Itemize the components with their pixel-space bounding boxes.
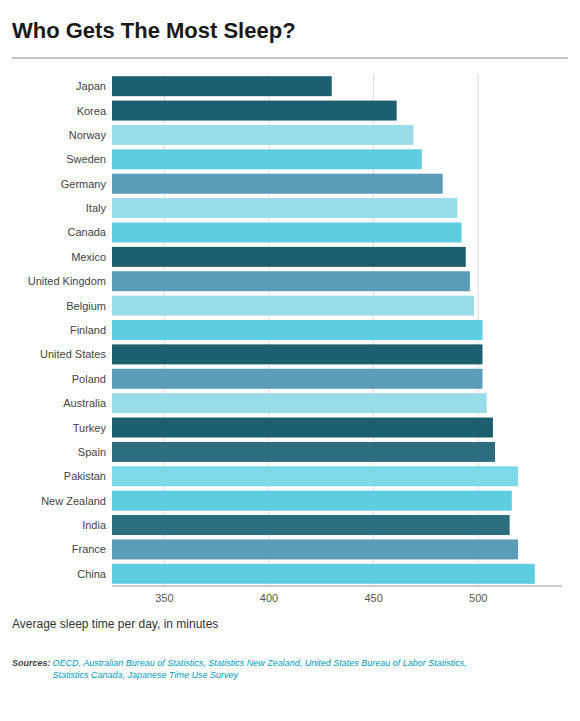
x-tick-label: 500 bbox=[469, 592, 487, 604]
title: Who Gets The Most Sleep? bbox=[12, 18, 296, 43]
y-tick-labels: China France India New Zealand Pakistan Spain… bbox=[28, 80, 107, 580]
bar bbox=[112, 320, 482, 340]
bar bbox=[112, 369, 482, 389]
category-label: United States bbox=[40, 348, 107, 360]
bar bbox=[112, 174, 443, 194]
bar bbox=[112, 515, 510, 535]
bar bbox=[112, 247, 466, 267]
bar bbox=[112, 418, 493, 438]
bar bbox=[112, 564, 535, 584]
category-label: Belgium bbox=[66, 300, 106, 312]
bar bbox=[112, 539, 518, 559]
category-label: Mexico bbox=[71, 251, 106, 263]
bar bbox=[112, 466, 518, 486]
category-label: Turkey bbox=[73, 422, 107, 434]
sources-line: OECD, Australian Bureau of Statistics, S… bbox=[53, 658, 467, 668]
category-label: Finland bbox=[70, 324, 106, 336]
bar bbox=[112, 101, 397, 121]
category-label: Italy bbox=[86, 202, 107, 214]
category-label: United Kingdom bbox=[28, 275, 106, 287]
bar bbox=[112, 198, 457, 218]
bar bbox=[112, 491, 512, 511]
title-rule bbox=[12, 58, 568, 59]
category-label: Spain bbox=[78, 446, 106, 458]
sources-label: Sources: bbox=[12, 658, 51, 668]
category-label: India bbox=[82, 519, 107, 531]
bars bbox=[112, 76, 535, 584]
bar bbox=[112, 442, 495, 462]
chart-container: Who Gets The Most Sleep? 350 400 450 500 Chin… bbox=[0, 0, 580, 721]
sources-line: Statistics Canada, Japanese Time Use Sur… bbox=[53, 670, 239, 680]
category-label: Poland bbox=[72, 373, 106, 385]
category-label: Australia bbox=[63, 397, 107, 409]
category-label: Korea bbox=[77, 105, 107, 117]
bar bbox=[112, 222, 462, 242]
bar bbox=[112, 271, 470, 291]
bar bbox=[112, 393, 487, 413]
category-label: Germany bbox=[61, 178, 107, 190]
x-tick-label: 350 bbox=[155, 592, 173, 604]
bar bbox=[112, 149, 422, 169]
category-label: Sweden bbox=[66, 153, 106, 165]
category-label: France bbox=[72, 543, 106, 555]
category-label: New Zealand bbox=[41, 495, 106, 507]
x-axis-label: Average sleep time per day, in minutes bbox=[12, 617, 218, 631]
bar bbox=[112, 125, 413, 145]
x-tick-labels: 350 400 450 500 bbox=[155, 592, 487, 604]
x-axis-line bbox=[112, 586, 562, 587]
sources-text: OECD, Australian Bureau of Statistics, S… bbox=[53, 658, 467, 680]
bar bbox=[112, 296, 474, 316]
category-label: Norway bbox=[69, 129, 107, 141]
bar bbox=[112, 344, 482, 364]
category-label: Pakistan bbox=[64, 470, 106, 482]
category-label: Japan bbox=[76, 80, 106, 92]
x-tick-label: 400 bbox=[260, 592, 278, 604]
category-label: Canada bbox=[67, 226, 106, 238]
chart-svg: Who Gets The Most Sleep? 350 400 450 500 Chin… bbox=[0, 0, 580, 721]
bar bbox=[112, 76, 332, 96]
x-tick-label: 450 bbox=[364, 592, 382, 604]
category-label: China bbox=[77, 568, 107, 580]
